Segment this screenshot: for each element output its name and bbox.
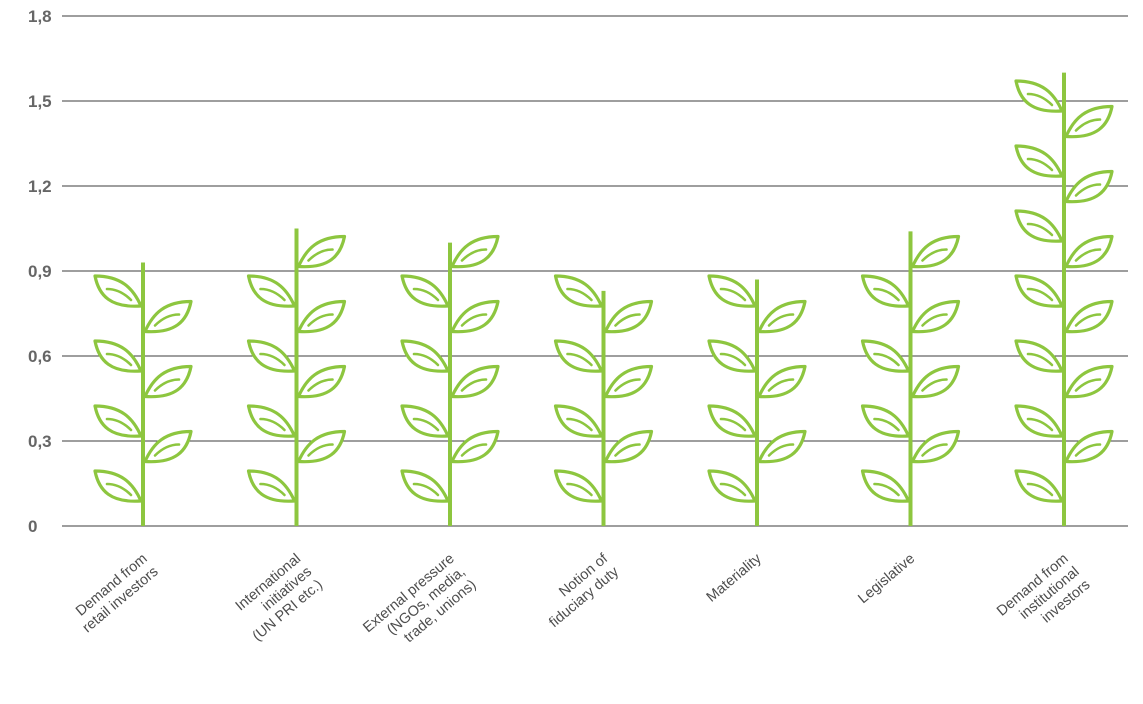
plot-area — [93, 72, 1114, 526]
leaf-icon — [553, 469, 604, 503]
leaf-icon — [246, 404, 297, 438]
leaf-icon — [450, 429, 500, 464]
bar-plant — [707, 274, 807, 526]
leaf-icon — [707, 404, 757, 438]
y-tick-label: 1,8 — [28, 7, 52, 26]
leaf-icon — [450, 234, 500, 269]
leaf-icon — [1014, 404, 1064, 438]
leaf-icon — [603, 364, 654, 399]
leaf-icon — [553, 274, 604, 308]
leaf-icon — [1014, 209, 1064, 243]
bar-plant — [1014, 72, 1114, 526]
leaf-icon — [910, 364, 961, 399]
leaf-icon — [450, 364, 500, 399]
leaf-icon — [860, 274, 911, 308]
x-tick-label: Materiality — [704, 550, 765, 605]
leaf-icon — [860, 469, 911, 503]
leaf-icon — [400, 404, 450, 438]
leaf-icon — [93, 339, 143, 373]
leaf-icon — [757, 299, 807, 334]
leaf-icon — [1064, 104, 1114, 139]
leaf-icon — [1064, 299, 1114, 334]
bar-plant — [246, 228, 347, 526]
y-tick-label: 0,3 — [28, 432, 52, 451]
leaf-icon — [1064, 234, 1114, 269]
bar-plant — [93, 262, 193, 526]
leaf-icon — [910, 299, 961, 334]
y-tick-label: 0,9 — [28, 262, 52, 281]
leaf-icon — [246, 339, 297, 373]
gridlines — [62, 15, 1128, 527]
leaf-icon — [296, 299, 347, 334]
leaf-icon — [400, 339, 450, 373]
leaf-icon — [296, 429, 347, 464]
leaf-icon — [1014, 144, 1064, 178]
leaf-icon — [910, 234, 961, 269]
leaf-icon — [93, 404, 143, 438]
leaf-icon — [603, 429, 654, 464]
y-tick-label: 0,6 — [28, 347, 52, 366]
leaf-icon — [246, 469, 297, 503]
bar-plant — [400, 234, 500, 526]
leaf-icon — [143, 364, 193, 399]
leaf-icon — [1064, 169, 1114, 204]
leaf-icon — [1064, 364, 1114, 399]
leaf-icon — [400, 469, 450, 503]
leaf-icon — [910, 429, 961, 464]
leaf-icon — [1014, 79, 1064, 113]
leaf-icon — [860, 339, 911, 373]
leaf-icon — [860, 404, 911, 438]
leaf-icon — [757, 364, 807, 399]
leaf-icon — [296, 364, 347, 399]
y-tick-label: 1,5 — [28, 92, 52, 111]
leaf-icon — [1014, 339, 1064, 373]
leaf-icon — [603, 299, 654, 334]
leaf-icon — [400, 274, 450, 308]
x-tick-label: Legislative — [855, 551, 918, 607]
leaf-icon — [246, 274, 297, 308]
y-tick-label: 1,2 — [28, 177, 52, 196]
x-tick-label-line: Materiality — [704, 550, 765, 605]
leaf-icon — [143, 299, 193, 334]
y-tick-label: 0 — [28, 517, 37, 536]
bar-plant — [860, 231, 961, 526]
leaf-icon — [707, 274, 757, 308]
leaf-icon — [93, 469, 143, 503]
x-tick-label: External pressure(NGOs, media,trade, uni… — [360, 551, 479, 646]
leaf-icon — [93, 274, 143, 308]
leaf-icon — [450, 299, 500, 334]
leaf-icon — [1014, 469, 1064, 503]
leaf-icon — [553, 339, 604, 373]
leaf-icon — [707, 469, 757, 503]
leaf-icon — [707, 339, 757, 373]
leaf-icon — [296, 234, 347, 269]
leaf-icon — [1064, 429, 1114, 464]
leaf-icon — [143, 429, 193, 464]
leaf-icon — [757, 429, 807, 464]
bar-plant — [553, 274, 654, 526]
leaf-icon — [1014, 274, 1064, 308]
x-tick-label-line: Legislative — [855, 551, 918, 607]
leaf-icon — [553, 404, 604, 438]
y-axis-ticks: 0 0,3 0,6 0,9 1,2 1,5 1,8 — [28, 7, 52, 536]
